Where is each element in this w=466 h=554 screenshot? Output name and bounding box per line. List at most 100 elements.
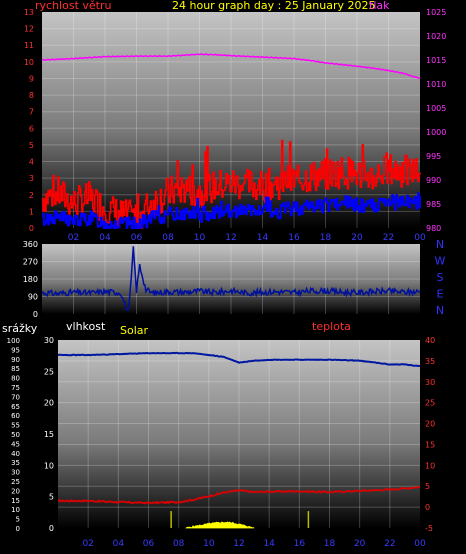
compass-label: N (436, 304, 444, 317)
wind-pressure-series (41, 53, 421, 229)
rain-tick-label: 95 (11, 346, 20, 354)
solar-area (185, 521, 255, 529)
temperature-tick-label: 10 (425, 461, 435, 470)
rain-tick-label: 90 (11, 356, 20, 364)
rain-tick-label: 5 (16, 516, 20, 524)
x-tick-label: 22 (384, 539, 395, 549)
wind-pressure-x-axis: 02 04 06 08 10 12 14 16 18 20 22 00 (68, 233, 426, 243)
x-tick-label: 22 (383, 233, 394, 243)
temperature-axis: -5 0 5 10 15 20 25 30 35 40 (425, 336, 435, 533)
temperature-tick-label: 35 (425, 357, 435, 366)
pressure-tick-label: 1015 (426, 56, 446, 65)
humidity-tick-label: 10 (44, 461, 54, 470)
wind-direction-line (41, 246, 421, 312)
rain-tick-label: 10 (11, 506, 20, 514)
rain-label: srážky (2, 322, 38, 335)
graph-title: 24 hour graph day : 25 January 2025 (172, 0, 376, 12)
temperature-tick-label: 5 (425, 482, 430, 491)
wind-direction-tick-label: 270 (23, 258, 38, 267)
humidity-line (57, 351, 421, 368)
x-tick-label: 18 (320, 233, 332, 243)
pressure-line (41, 53, 421, 79)
x-tick-label: 14 (263, 539, 275, 549)
rain-humidity-plot-area (58, 340, 420, 528)
temperature-tick-label: 15 (425, 440, 435, 449)
wind-speed-tick-label: 9 (29, 74, 34, 83)
x-tick-label: 18 (324, 539, 336, 549)
x-tick-label: 10 (203, 539, 215, 549)
rain-tick-label: 60 (11, 412, 20, 420)
rain-tick-label: 20 (11, 487, 20, 495)
x-tick-label: 00 (414, 539, 426, 549)
wind-pressure-gridlines (42, 12, 420, 228)
compass-label: S (437, 271, 444, 284)
temperature-tick-label: 30 (425, 378, 435, 387)
wind-speed-tick-label: 8 (29, 91, 34, 100)
pressure-tick-label: 1025 (426, 8, 446, 17)
wind-speed-tick-label: 1 (29, 207, 34, 216)
rain-tick-label: 50 (11, 431, 20, 439)
rain-tick-label: 75 (11, 384, 20, 392)
compass-label: E (437, 288, 444, 301)
x-tick-label: 12 (225, 233, 236, 243)
rain-humidity-gridlines (58, 340, 420, 528)
x-tick-label: 04 (113, 539, 125, 549)
wind-direction-plot-area (42, 244, 420, 314)
temperature-tick-label: 40 (425, 336, 435, 345)
humidity-tick-label: 0 (49, 524, 54, 533)
wind-gust-line (42, 139, 421, 229)
rain-humidity-series (57, 351, 421, 529)
x-tick-label: 20 (354, 539, 366, 549)
pressure-tick-label: 995 (426, 152, 441, 161)
humidity-tick-label: 20 (44, 399, 54, 408)
pressure-axis: 980 985 990 995 1000 1005 1010 1015 1020 1025 (426, 8, 446, 233)
x-tick-label: 04 (99, 233, 111, 243)
wind-direction-tick-label: 90 (28, 293, 38, 302)
temperature-tick-label: 25 (425, 399, 435, 408)
humidity-tick-label: 25 (44, 367, 54, 376)
rain-tick-label: 25 (11, 478, 20, 486)
rain-tick-label: 0 (16, 525, 20, 533)
pressure-tick-label: 1010 (426, 80, 446, 89)
temperature-tick-label: 20 (425, 420, 435, 429)
compass-label: W (435, 255, 446, 268)
x-tick-label: 20 (351, 233, 363, 243)
pressure-tick-label: 990 (426, 176, 441, 185)
rain-tick-label: 45 (11, 440, 20, 448)
wind-speed-tick-label: 5 (29, 141, 34, 150)
humidity-axis: 0 5 10 15 20 25 30 (44, 336, 54, 533)
humidity-label: vlhkost (66, 320, 106, 333)
rain-tick-label: 40 (11, 450, 20, 458)
solar-label: Solar (120, 324, 149, 337)
pressure-label: tlak (369, 0, 390, 12)
x-tick-label: 02 (68, 233, 79, 243)
wind-speed-tick-label: 11 (24, 41, 34, 50)
wind-direction-axis: 0 90 180 270 360 (23, 240, 38, 319)
pressure-tick-label: 1000 (426, 128, 446, 137)
x-tick-label: 06 (131, 233, 143, 243)
rain-tick-label: 65 (11, 403, 20, 411)
wind-direction-tick-label: 180 (23, 275, 38, 284)
wind-speed-tick-label: 7 (29, 108, 34, 117)
wind-direction-gridlines (42, 244, 420, 314)
pressure-tick-label: 1020 (426, 32, 446, 41)
x-tick-label: 00 (414, 233, 426, 243)
wind-average-line (42, 192, 421, 229)
x-tick-label: 16 (288, 233, 300, 243)
rain-tick-label: 15 (11, 497, 20, 505)
wind-speed-tick-label: 6 (29, 124, 34, 133)
humidity-tick-label: 30 (44, 336, 54, 345)
x-tick-label: 16 (294, 539, 306, 549)
rain-humidity-x-axis: 02 04 06 08 10 12 14 16 18 20 22 00 (82, 539, 426, 549)
rain-tick-label: 55 (11, 422, 20, 430)
x-tick-label: 12 (233, 539, 244, 549)
wind-direction-tick-label: 0 (33, 310, 38, 319)
pressure-tick-label: 1005 (426, 104, 446, 113)
pressure-tick-label: 980 (426, 224, 441, 233)
wind-speed-tick-label: 2 (29, 191, 34, 200)
wind-direction-tick-label: 360 (23, 240, 38, 249)
